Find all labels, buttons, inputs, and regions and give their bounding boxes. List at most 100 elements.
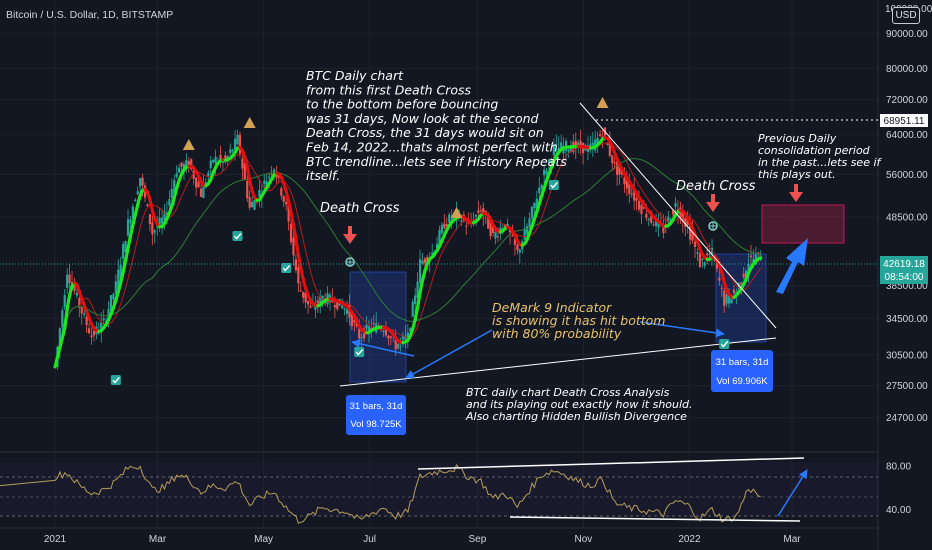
currency-badge[interactable]: USD [892,7,920,24]
candle-body [231,149,234,152]
candle-body [146,204,149,206]
demark-signals [110,97,730,385]
arrow-demark-second[interactable] [639,321,725,338]
trend-segment [55,345,62,359]
candle-body [557,147,560,152]
candle-body [66,274,69,288]
rsi-axis[interactable]: 80.00 40.00 [886,461,911,516]
trend-segment [53,355,60,369]
candle-body [672,210,675,215]
candle-body [518,249,521,253]
rsi-divergence-bottom[interactable] [509,516,801,522]
candle-body [684,218,687,227]
note-line: Death Cross, the 31 days would sit on [306,125,544,140]
time-tick-label: Jul [363,534,376,545]
candle-body [141,177,144,186]
candle-body [742,273,745,278]
candle-body [703,262,706,266]
candle-body [241,158,244,169]
candle-body [233,138,237,150]
candle-body [613,162,616,164]
candle-body [63,294,66,308]
candle-body [382,331,385,333]
candle-body [737,283,740,290]
candle-body [504,224,507,228]
candle-body [667,216,670,223]
candle-body [647,219,650,221]
candle-body [560,142,563,149]
candle-body [445,224,448,227]
note-line: BTC daily chart Death Cross Analysis [466,386,670,399]
trend-segment [148,197,154,213]
trend-segment [60,326,67,340]
time-tick-label: 2021 [44,534,67,545]
price-tick-label: 27500.00 [886,381,928,392]
candle-body [543,169,546,176]
price-axis[interactable]: 90000.00 80000.00 72000.00 64000.00 56000.00… [886,29,928,424]
symbol-title[interactable]: Bitcoin / U.S. Dollar, 1D, BITSTAMP [6,9,173,21]
candle-body [160,217,164,224]
arrow-demark-first[interactable] [405,329,493,379]
candle-body [487,213,490,229]
candle-body [435,243,439,249]
analysis-note: BTC daily chart Death Cross Analysis and … [465,386,693,423]
price-tick-label: 34500.00 [886,314,928,325]
candle-body [596,137,599,147]
warning-icon [243,117,256,128]
candle-body [438,229,441,245]
consolidation-target-box[interactable] [761,204,845,244]
candle-body [297,266,300,284]
note-line: Feb 14, 2022...thats almost perfect with [306,140,558,155]
candle-body [511,235,514,237]
candle-body [397,343,400,349]
trend-segment [291,223,298,241]
candle-body [343,308,346,310]
candle-body [623,177,626,185]
rsi-projection-arrow[interactable] [777,469,808,517]
time-axis[interactable]: 2021 Mar May Jul Sep Nov 2022 Mar [44,534,801,545]
candle-body [674,203,677,207]
candle-body [75,292,79,296]
candle-body [579,140,582,148]
range-info-box-2[interactable]: 31 bars, 31d Vol 69.906K [711,350,773,392]
candle-body [68,274,71,284]
rsi-tick-label: 40.00 [886,505,911,516]
candle-body [448,214,451,223]
candle-body [387,335,390,339]
trend-segment [299,266,305,281]
note-line: to the bottom before bouncing [306,97,498,112]
candle-body [238,134,242,155]
candle-body [212,159,215,163]
projection-arrow[interactable] [776,238,808,294]
candle-body [708,254,711,256]
range-info-vol-1: Vol 98.725K [350,419,402,430]
candle-body [185,160,188,169]
candle-body [175,173,178,177]
candle-body [577,142,580,147]
candle-body [316,300,319,304]
candle-body [158,217,161,227]
range-info-vol-2: Vol 69.906K [716,376,768,387]
candle-body [285,201,288,205]
candle-body [78,298,81,308]
candle-body [139,178,142,187]
demark-note: DeMark 9 Indicator is showing it has hit … [492,300,665,341]
candle-body [129,219,132,224]
ma-slow-line [54,158,761,367]
candle-body [657,220,660,228]
candle-body [450,218,453,220]
candle-body [394,340,397,350]
range-info-box-1[interactable]: 31 bars, 31d Vol 98.725K [346,395,406,435]
candle-body [61,310,64,328]
candle-body [314,306,317,310]
candle-body [637,201,641,210]
arrow-to-first-bottom[interactable] [351,339,415,357]
rsi-line [0,463,761,524]
trend-segment [119,270,125,285]
death-cross-label-2: Death Cross [676,179,756,194]
resistance-trendline[interactable] [579,102,777,329]
rsi-divergence-top[interactable] [417,457,805,470]
countdown-text: 08:54:00 [885,272,924,283]
candle-body [491,225,495,234]
